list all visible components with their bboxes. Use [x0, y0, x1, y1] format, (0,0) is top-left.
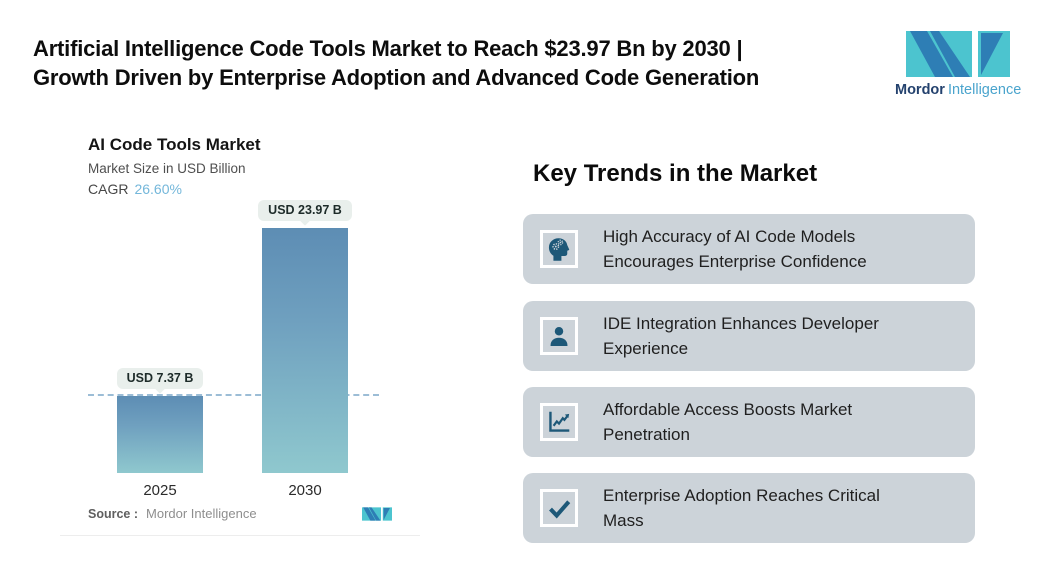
reference-line — [88, 394, 379, 396]
axis-label-2030: 2030 — [288, 482, 322, 499]
brand-name-light: Intelligence — [947, 82, 1022, 98]
trend-card-ide: IDE Integration Enhances Developer Exper… — [523, 301, 975, 371]
cagr-value: 26.60% — [134, 181, 182, 197]
trend-card-affordability: Affordable Access Boosts Market Penetrat… — [523, 387, 975, 457]
bar-value-pill-2030: USD 23.97 B — [258, 200, 352, 221]
bar-2030 — [262, 228, 348, 473]
mordor-logo-mark-icon — [906, 31, 1010, 77]
page-title-line-2: Growth Driven by Enterprise Adoption and… — [33, 65, 760, 90]
trend-card-accuracy: High Accuracy of AI Code Models Encourag… — [523, 214, 975, 284]
chart-cagr: CAGR 26.60% — [88, 181, 182, 197]
bar-group-2030: USD 23.97 B 2030 — [258, 200, 352, 499]
page-title: Artificial Intelligence Code Tools Marke… — [33, 34, 759, 92]
market-chart-panel: AI Code Tools Market Market Size in USD … — [60, 130, 420, 536]
source-logo-icon — [362, 506, 392, 521]
brand-wordmark: Mordor Intelligence — [895, 82, 1021, 98]
cagr-label: CAGR — [88, 181, 129, 197]
axis-label-2025: 2025 — [143, 482, 177, 499]
trend-text: Enterprise Adoption Reaches Critical Mas… — [603, 486, 880, 530]
trends-heading: Key Trends in the Market — [533, 160, 818, 187]
trend-text: Affordable Access Boosts Market Penetrat… — [603, 400, 853, 444]
source-value: Mordor Intelligence — [146, 506, 257, 521]
page-title-line-1: Artificial Intelligence Code Tools Marke… — [33, 36, 743, 61]
head-gears-icon — [540, 230, 578, 268]
brand-logo: Mordor Intelligence — [895, 30, 1021, 98]
bar-group-2025: USD 7.37 B 2025 — [116, 200, 204, 499]
line-chart-icon — [540, 403, 578, 441]
bar-2025 — [117, 396, 203, 473]
trend-text: High Accuracy of AI Code Models Encourag… — [603, 227, 867, 271]
chart-subtitle: Market Size in USD Billion — [88, 161, 246, 176]
source-label: Source : — [88, 506, 139, 521]
checkmark-icon — [540, 489, 578, 527]
source-row: Source : Mordor Intelligence — [88, 506, 392, 521]
trend-card-adoption: Enterprise Adoption Reaches Critical Mas… — [523, 473, 975, 543]
brand-name-bold: Mordor — [895, 82, 945, 98]
chart-title: AI Code Tools Market — [88, 135, 261, 154]
key-trends-panel: Key Trends in the Market High Accuracy o… — [523, 152, 975, 552]
bar-chart: USD 7.37 B 2025 USD 23.97 B 2030 — [88, 200, 392, 499]
person-icon — [540, 317, 578, 355]
trend-text: IDE Integration Enhances Developer Exper… — [603, 314, 879, 358]
bar-value-pill-2025: USD 7.37 B — [116, 368, 204, 389]
